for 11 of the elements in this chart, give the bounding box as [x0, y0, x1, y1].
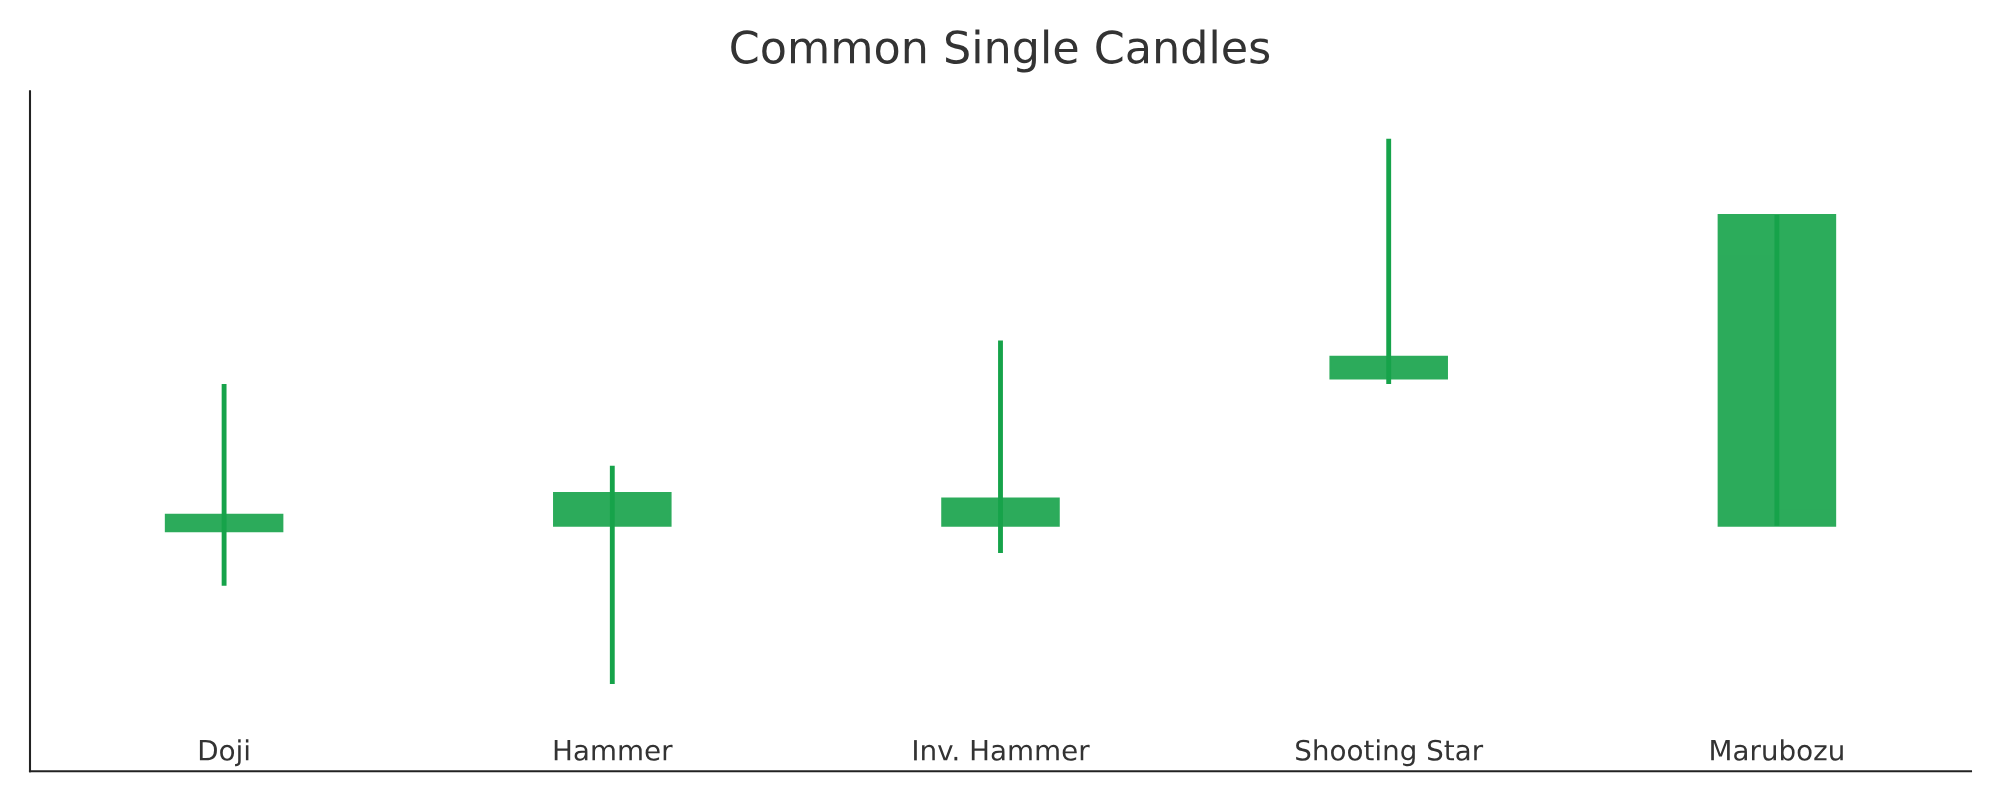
- candlestick: [1717, 213, 1837, 527]
- x-tick-label: Doji: [199, 739, 249, 767]
- x-tick-label: Marubozu: [1711, 739, 1843, 761]
- candlestick: [553, 465, 672, 684]
- chart-title: Common Single Candles: [731, 29, 1270, 73]
- x-tick-label: Shooting Star: [1296, 739, 1484, 767]
- x-tick-label: Inv. Hammer: [914, 740, 1090, 761]
- x-tick-label: Hammer: [554, 740, 673, 761]
- candlestick: [164, 384, 284, 586]
- candlestick: [1329, 138, 1448, 385]
- candlestick: [941, 340, 1060, 554]
